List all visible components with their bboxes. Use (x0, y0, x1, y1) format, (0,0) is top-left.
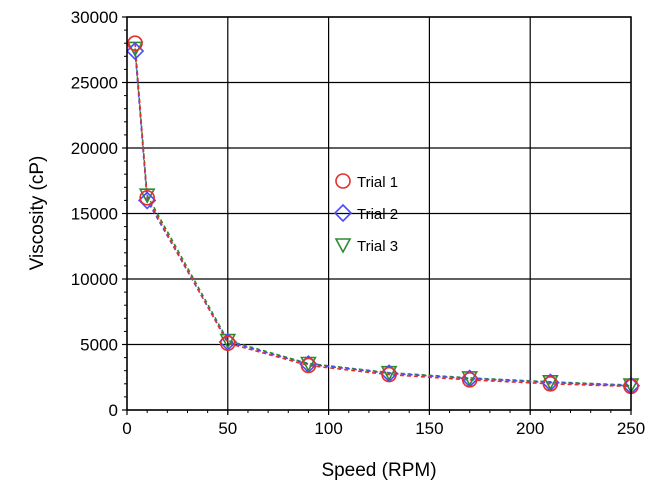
series-line (134, 50, 632, 387)
legend-label: Trial 2 (357, 206, 398, 223)
x-tick-label: 50 (218, 419, 237, 438)
data-point (461, 371, 479, 387)
y-tick-label: 20000 (71, 139, 118, 158)
series-line (134, 43, 632, 388)
data-point (461, 372, 478, 388)
y-tick-label: 0 (109, 401, 118, 420)
plot-frame (126, 16, 632, 411)
y-tick-labels: 0 5000 10000 15000 20000 25000 30000 (71, 8, 118, 420)
minor-ticks (124, 16, 632, 413)
legend-marker (335, 173, 351, 189)
y-tick-label: 25000 (71, 74, 118, 93)
x-tick-label: 0 (122, 419, 131, 438)
data-point (139, 189, 155, 206)
data-point (542, 375, 559, 391)
data-point (380, 365, 398, 382)
data-point (300, 357, 317, 374)
y-tick-label: 10000 (71, 270, 118, 289)
series-markers (125, 35, 641, 395)
series-lines (134, 43, 632, 388)
legend: Trial 1 Trial 2 Trial 3 (333, 173, 398, 255)
y-axis-title: Viscosity (cP) (27, 156, 48, 271)
x-tick-label: 150 (415, 419, 443, 438)
data-point (300, 356, 317, 373)
data-point (220, 335, 236, 351)
x-tick-label: 100 (314, 419, 342, 438)
data-point (138, 191, 157, 210)
data-point (127, 35, 143, 52)
x-tick-labels: 0 50 100 150 200 250 (122, 419, 645, 438)
x-axis-title: Speed (RPM) (321, 460, 436, 481)
data-point (542, 375, 559, 392)
data-point (381, 366, 397, 383)
x-tick-label: 250 (617, 419, 645, 438)
y-tick-label: 30000 (71, 8, 118, 27)
legend-label: Trial 3 (357, 238, 398, 255)
y-tick-label: 5000 (80, 336, 118, 355)
x-tick-label: 200 (516, 419, 544, 438)
legend-marker (333, 203, 353, 223)
y-tick-label: 15000 (71, 205, 118, 224)
legend-marker (334, 238, 352, 254)
legend-label: Trial 1 (357, 174, 398, 191)
